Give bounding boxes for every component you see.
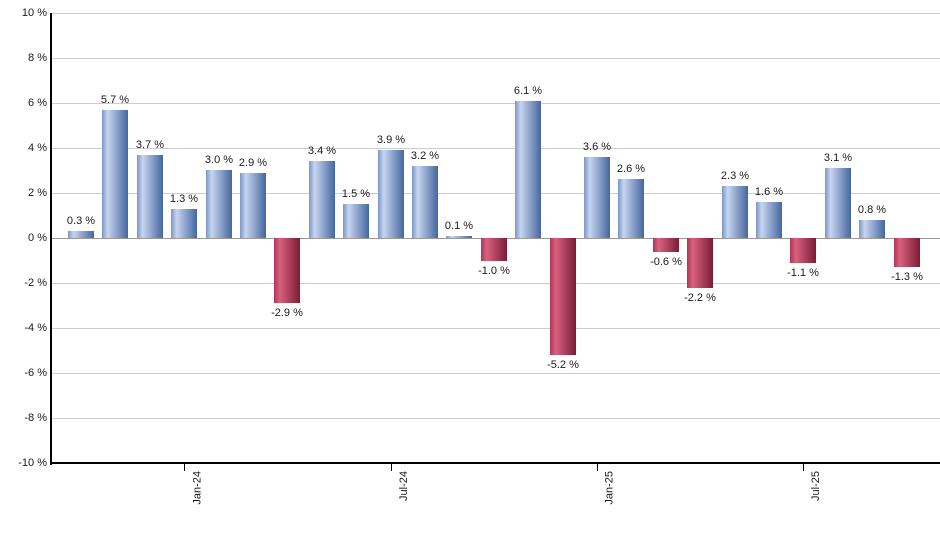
bar-positive (171, 209, 197, 238)
bar-value-label: -1.0 % (478, 265, 510, 277)
bar-value-label: -0.6 % (650, 256, 682, 268)
y-axis-label: -10 % (18, 457, 47, 469)
bar-positive (102, 110, 128, 238)
bar-positive (137, 155, 163, 238)
x-axis-tick (597, 464, 598, 471)
grid-line (51, 372, 940, 374)
bar-negative (550, 238, 576, 355)
bar-positive (240, 173, 266, 238)
x-axis-tick-label: Jan-25 (604, 471, 616, 505)
bar-value-label: -2.9 % (271, 307, 303, 319)
x-axis-tick (803, 464, 804, 471)
y-axis-label: 4 % (28, 142, 47, 154)
bar-positive (859, 220, 885, 238)
bar-value-label: 3.4 % (307, 145, 337, 157)
bar-value-label: 2.6 % (616, 163, 646, 175)
bar-value-label: -5.2 % (547, 359, 579, 371)
bar-value-label: 2.3 % (720, 170, 750, 182)
bar-value-label: 0.3 % (66, 215, 96, 227)
y-axis-label: -6 % (24, 367, 47, 379)
grid-line (51, 57, 940, 59)
x-axis-tick (184, 464, 185, 471)
bar-value-label: 2.9 % (238, 157, 268, 169)
bar-value-label: 3.1 % (823, 152, 853, 164)
bar-negative (274, 238, 300, 303)
x-axis-tick-label: Jul-24 (397, 471, 410, 501)
bar-value-label: 5.7 % (100, 94, 130, 106)
bar-positive (343, 204, 369, 238)
bar-negative (653, 238, 679, 252)
grid-line (51, 282, 940, 284)
bar-negative (894, 238, 920, 267)
grid-line (51, 102, 940, 104)
bar-negative (790, 238, 816, 263)
bar-positive (756, 202, 782, 238)
bar-value-label: 3.6 % (582, 141, 612, 153)
bar-negative (481, 238, 507, 261)
bar-value-label: 1.3 % (169, 193, 199, 205)
bar-value-label: -1.1 % (787, 267, 819, 279)
grid-line (51, 327, 940, 329)
y-axis-label: 10 % (21, 7, 47, 19)
bar-value-label: 6.1 % (513, 85, 543, 97)
y-axis-label: 8 % (28, 52, 47, 64)
grid-line (51, 417, 940, 419)
bar-positive (515, 101, 541, 238)
bar-positive (412, 166, 438, 238)
bar-value-label: 1.6 % (754, 186, 784, 198)
y-axis-label: 2 % (28, 187, 47, 199)
bar-positive (825, 168, 851, 238)
bar-value-label: 1.5 % (341, 188, 371, 200)
bar-value-label: 3.9 % (376, 134, 406, 146)
bar-value-label: 3.7 % (135, 139, 165, 151)
y-axis-label: -8 % (24, 412, 47, 424)
x-axis-tick (391, 464, 392, 471)
bar-positive (618, 179, 644, 238)
bar-positive (206, 170, 232, 238)
bar-positive (584, 157, 610, 238)
y-axis-line (50, 13, 52, 465)
bar-value-label: 3.2 % (410, 150, 440, 162)
bar-positive (722, 186, 748, 238)
bar-positive (378, 150, 404, 238)
bar-value-label: -1.3 % (891, 271, 923, 283)
bar-positive (309, 161, 335, 238)
y-axis-label: -4 % (24, 322, 47, 334)
bar-positive (446, 236, 472, 238)
y-axis-label: -2 % (24, 277, 47, 289)
bar-negative (687, 238, 713, 288)
bar-positive (68, 231, 94, 238)
x-axis-line (50, 462, 940, 464)
x-axis-tick-label: Jul-25 (810, 471, 823, 501)
bar-value-label: 3.0 % (204, 154, 234, 166)
y-axis-label: 0 % (28, 232, 47, 244)
bar-value-label: -2.2 % (684, 292, 716, 304)
grid-line (51, 12, 940, 14)
bar-value-label: 0.1 % (444, 220, 474, 232)
bar-value-label: 0.8 % (857, 204, 887, 216)
x-axis-tick-label: Jan-24 (191, 471, 204, 505)
y-axis-label: 6 % (28, 97, 47, 109)
